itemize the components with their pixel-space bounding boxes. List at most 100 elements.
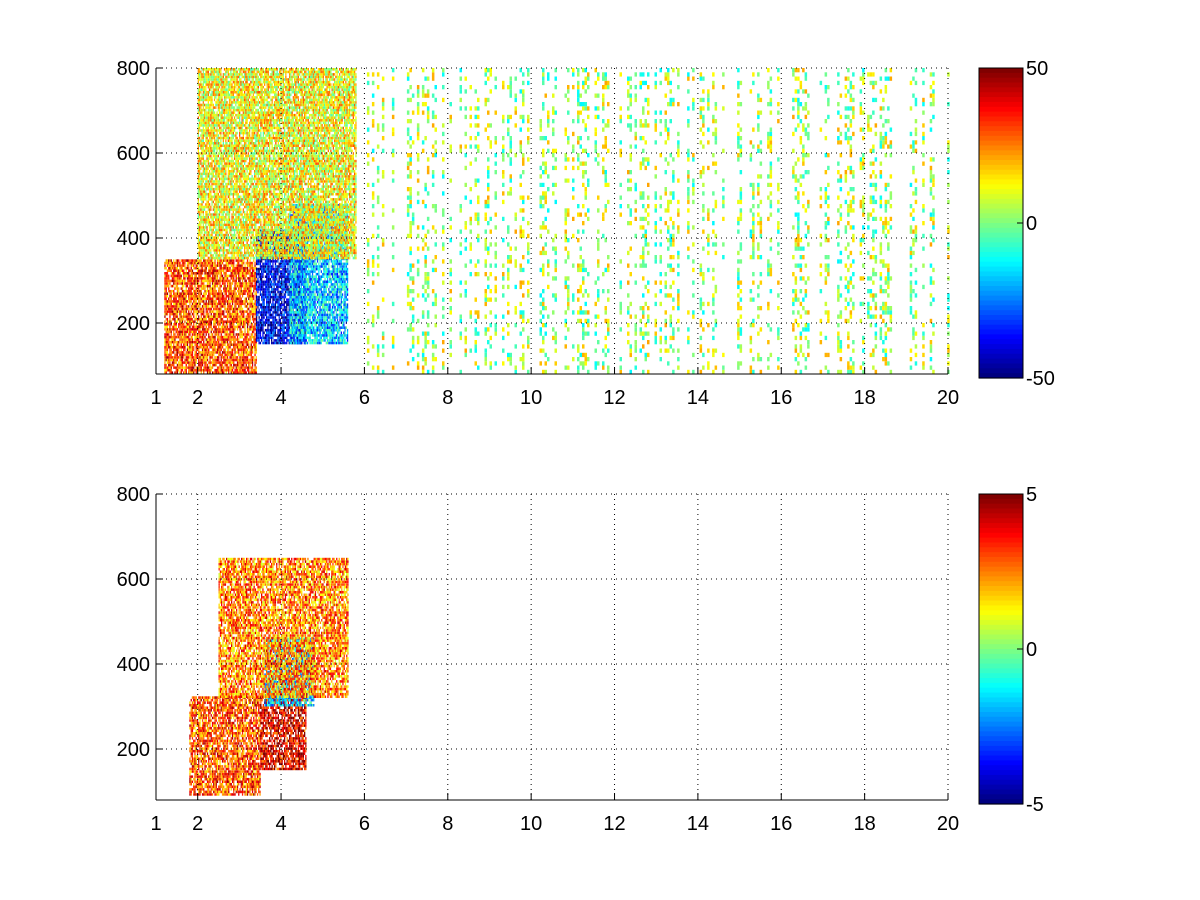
heatmap-cell [266, 318, 268, 322]
heatmap-cell [210, 261, 212, 265]
heatmap-cell [293, 277, 295, 281]
heatmap-cell [185, 300, 187, 303]
heatmap-cell [262, 311, 264, 314]
heatmap-cell [276, 265, 278, 268]
heatmap-cell [211, 361, 214, 364]
heatmap-cell [176, 261, 179, 265]
heatmap-cell [294, 303, 297, 306]
heatmap-cell [268, 341, 270, 345]
heatmap-cell [304, 339, 306, 342]
heatmap-cell [236, 338, 239, 341]
heatmap-cell [234, 282, 236, 285]
heatmap-cell [256, 336, 258, 340]
heatmap-cell [166, 361, 169, 364]
heatmap-cell [195, 325, 197, 329]
heatmap-cell [196, 312, 199, 316]
heatmap-cell [176, 300, 179, 303]
heatmap-cell [276, 300, 278, 304]
heatmap-cell [304, 283, 306, 286]
heatmap-cell [241, 333, 244, 336]
heatmap-cell [281, 288, 283, 291]
heatmap-cell [258, 267, 260, 271]
heatmap-cell [291, 308, 294, 312]
heatmap-cell [174, 287, 176, 290]
heatmap-cell [224, 277, 226, 280]
heatmap-cell [189, 351, 191, 354]
heatmap-cell [301, 290, 304, 294]
heatmap-cell [299, 306, 302, 309]
heatmap-cell [226, 340, 229, 344]
heatmap-cell [176, 272, 179, 275]
heatmap-cell [168, 356, 170, 359]
heatmap-cell [258, 331, 260, 335]
heatmap-cell [174, 340, 176, 344]
heatmap-cell [210, 330, 212, 334]
heatmap-cell [266, 293, 268, 296]
heatmap-cell [298, 298, 300, 301]
heatmap-cell [233, 310, 235, 313]
heatmap-cell [178, 348, 180, 352]
heatmap-cell [199, 323, 201, 326]
heatmap-cell [264, 321, 267, 324]
heatmap-cell [283, 328, 285, 332]
heatmap-cell [240, 328, 242, 331]
heatmap-cell [204, 348, 206, 352]
heatmap-cell [199, 343, 201, 346]
heatmap-cell [267, 298, 269, 301]
heatmap-cell [195, 307, 197, 311]
heatmap-cell [231, 330, 234, 334]
heatmap-cell [188, 259, 190, 262]
heatmap-cell [305, 336, 307, 340]
heatmap-cell [213, 279, 215, 283]
heatmap-cell [267, 242, 269, 245]
heatmap-cell [284, 293, 287, 296]
heatmap-cell [290, 285, 292, 289]
heatmap-cell [174, 328, 176, 331]
heatmap-cell [250, 277, 252, 280]
heatmap-cell [205, 361, 207, 364]
heatmap-cell [224, 279, 226, 283]
heatmap-cell [170, 264, 172, 267]
heatmap-cell [189, 323, 191, 326]
heatmap-cell [296, 339, 299, 342]
heatmap-cell [166, 368, 169, 372]
heatmap-cell [210, 335, 212, 339]
heatmap-cell [240, 269, 242, 272]
heatmap-cell [178, 289, 180, 293]
heatmap-cell [231, 353, 234, 357]
heatmap-cell [174, 366, 176, 369]
heatmap-cell [169, 292, 171, 295]
heatmap-cell [301, 277, 304, 281]
heatmap-cell [235, 356, 237, 359]
heatmap-cell [230, 264, 232, 267]
heatmap-cell [176, 328, 179, 331]
heatmap-cell [233, 333, 235, 336]
heatmap-cell [170, 284, 172, 288]
heatmap-cell [189, 312, 191, 316]
heatmap-cell [211, 294, 214, 298]
heatmap-cell [224, 320, 226, 323]
heatmap-cell [185, 294, 187, 298]
heatmap-cell [244, 356, 246, 359]
heatmap-cell [290, 275, 292, 278]
heatmap-cell [186, 284, 189, 288]
heatmap-cell [169, 310, 171, 313]
heatmap-cell [301, 326, 304, 329]
heatmap-cell [200, 312, 202, 316]
heatmap-cell [200, 363, 202, 367]
heatmap-cell [189, 330, 191, 334]
heatmap-cell [186, 259, 189, 262]
heatmap-cell [218, 358, 220, 362]
heatmap-cell [209, 261, 211, 265]
heatmap-cell [258, 300, 260, 304]
heatmap-cell [241, 269, 244, 272]
heatmap-cell [220, 325, 222, 329]
heatmap-cell [282, 318, 284, 322]
heatmap-cell [294, 290, 296, 294]
heatmap-cell [208, 277, 210, 280]
heatmap-cell [294, 321, 296, 324]
heatmap-cell [204, 358, 206, 362]
heatmap-cell [184, 266, 186, 270]
heatmap-cell [186, 361, 189, 364]
heatmap-cell [296, 328, 299, 332]
